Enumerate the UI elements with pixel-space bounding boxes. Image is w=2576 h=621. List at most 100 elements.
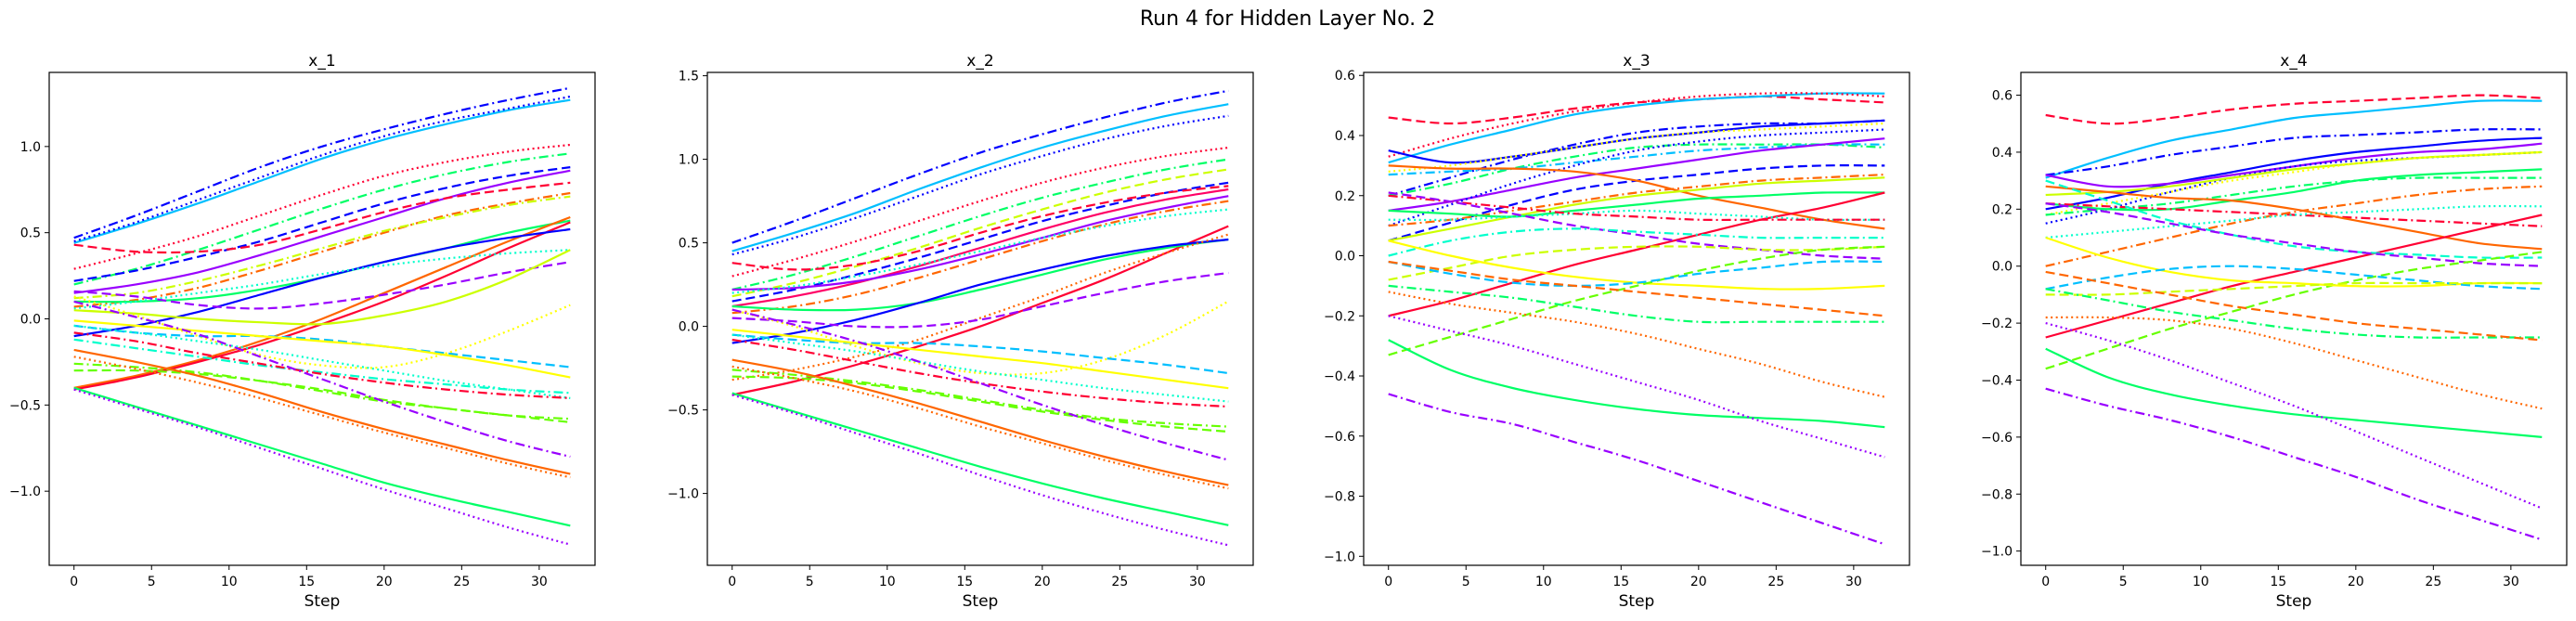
series-line-27 [73,348,571,475]
y-tick-label: −0.4 [1324,369,1355,384]
series-line-20 [2045,265,2543,291]
y-tick-label: −0.5 [9,398,41,413]
subplot-title: x_2 [966,52,993,71]
series-line-22 [73,324,571,399]
x-tick-label: 10 [879,575,896,589]
series-line-2 [731,103,1229,252]
y-tick-label: 0.6 [1992,89,2013,104]
series-line-20 [1388,227,1885,257]
series-line-29 [731,394,1229,547]
figure-title: Run 4 for Hidden Layer No. 2 [1140,7,1435,31]
series-line-28 [73,356,571,479]
series-line-12 [2045,185,2543,267]
subplot-1: 0 5 10 15 20 25 30 −1.0 −0.5 0.0 0.5 1.0 x_1 Step [9,52,596,611]
series-line-22 [731,333,1229,403]
y-tick-label: −0.4 [1981,373,2013,388]
x-tick-label: 25 [1111,575,1128,589]
plot-frame [1363,71,1910,566]
y-tick-label: 0.4 [1335,129,1355,144]
y-tick-label: 0.5 [20,226,41,241]
series-line-4 [73,143,571,270]
series-line-21 [731,338,1229,408]
series-line-25 [73,369,571,423]
subplot-title: x_1 [308,52,335,71]
series-line-26 [73,300,571,459]
y-tick-label: −0.8 [1981,487,2013,502]
series-line-1 [731,89,1229,244]
series-line-16 [1388,191,1885,317]
series-line-2 [73,98,571,244]
series-line-1 [1388,95,1885,125]
y-tick-label: −0.8 [1324,490,1355,505]
series-line-7 [73,169,571,294]
series-line-2 [1388,92,1885,164]
series-line-12 [73,215,571,389]
series-line-8 [1388,143,1885,176]
series-line-3 [2045,128,2543,176]
y-tick-label: 0.0 [1992,260,2013,275]
y-tick-label: −0.5 [667,404,699,419]
series-group [1388,92,1885,546]
series-line-17 [731,271,1229,329]
series-line-28 [1388,339,1885,429]
series-line-30 [1388,393,1885,546]
series-group [73,86,571,546]
x-axis-label: Step [304,592,341,611]
x-tick-label: 5 [806,575,814,589]
series-line-14 [1388,176,1885,242]
series-line-6 [731,168,1229,298]
subplot-title: x_3 [1623,52,1650,71]
x-tick-label: 5 [2119,575,2128,589]
series-line-9 [73,191,571,308]
series-line-23 [73,331,571,399]
plot-frame [2020,71,2568,566]
x-tick-label: 30 [1845,575,1862,589]
series-line-3 [1388,92,1885,158]
subplot-4: 0 5 10 15 20 25 30 −1.0 −0.8 −0.6 −0.4 −0.2 0.0 0.2 0.… [1981,52,2568,611]
x-tick-label: 10 [221,575,238,589]
series-line-18 [1388,194,1885,222]
series-line-15 [1388,191,1885,218]
x-tick-label: 0 [2041,575,2050,589]
series-line-13 [1388,174,1885,227]
series-line-18 [731,300,1229,376]
x-tick-label: 5 [1462,575,1470,589]
series-line-15 [2045,213,2543,339]
y-tick-label: 0.0 [1335,250,1355,265]
subplot-2: 0 5 10 15 20 25 30 −1.0 −0.5 0.0 0.5 1.0 1.5 x_2 Step [667,52,1254,611]
series-line-24 [1388,260,1885,288]
series-line-24 [2045,316,2543,410]
y-tick-label: 1.0 [679,153,699,168]
x-tick-label: 15 [1612,575,1629,589]
series-line-24 [731,375,1229,433]
x-tick-label: 20 [2348,575,2364,589]
y-tick-label: 0.0 [679,320,699,335]
series-line-21 [73,338,571,395]
series-line-1 [73,86,571,239]
y-tick-label: 0.2 [1992,202,2013,217]
series-line-25 [731,308,1229,461]
x-tick-label: 15 [956,575,973,589]
series-line-12 [731,208,1229,294]
series-line-23 [2045,270,2543,342]
series-line-27 [2045,387,2543,541]
y-tick-label: −0.2 [1324,309,1355,324]
series-line-25 [1388,284,1885,324]
series-group [731,89,1229,547]
x-tick-label: 20 [376,575,393,589]
x-tick-label: 20 [1034,575,1051,589]
series-line-7 [731,181,1229,303]
series-line-11 [73,219,571,304]
y-tick-label: 0.0 [20,313,41,328]
y-tick-label: −0.6 [1324,430,1355,445]
series-line-5 [2045,142,2543,188]
series-line-14 [731,238,1229,312]
series-line-19 [1388,191,1885,260]
x-tick-label: 0 [728,575,736,589]
series-line-29 [73,386,571,527]
y-tick-label: −0.6 [1981,431,2013,446]
x-tick-label: 30 [1189,575,1206,589]
series-line-26 [731,358,1229,486]
series-line-26 [1388,260,1885,317]
